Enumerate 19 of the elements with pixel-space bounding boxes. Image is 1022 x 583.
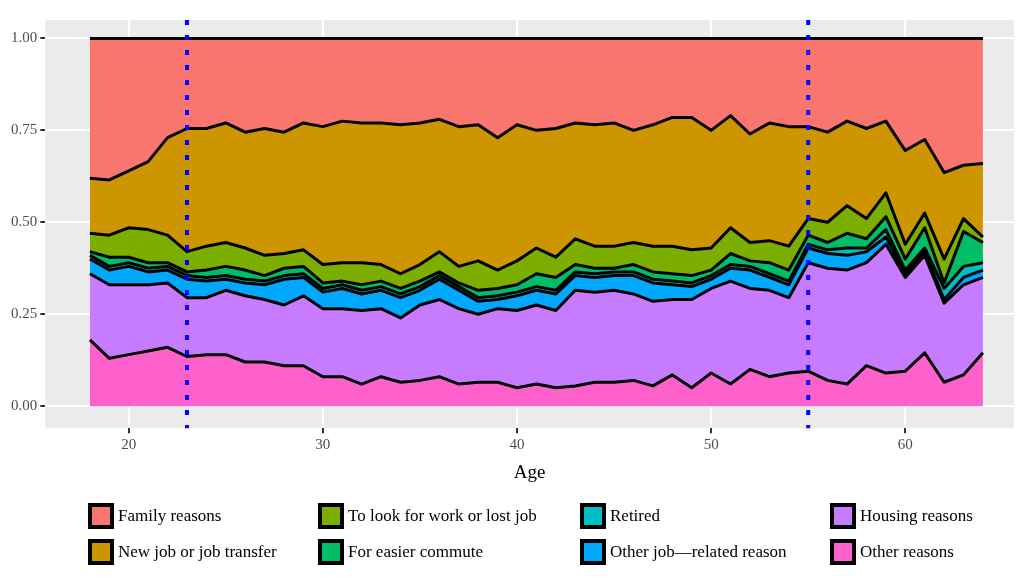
legend-label: Family reasons (118, 506, 222, 526)
legend-label: Other reasons (860, 542, 954, 562)
y-tick-label: 0.00 (11, 397, 38, 414)
x-tick-label: 50 (703, 436, 719, 453)
y-tick-label: 1.00 (11, 29, 38, 46)
x-tick-label: 30 (315, 436, 331, 453)
x-tick-label: 20 (121, 436, 137, 453)
x-tick-label: 60 (897, 436, 913, 453)
legend-label: New job or job transfer (118, 542, 277, 562)
legend-label: To look for work or lost job (348, 506, 537, 526)
legend-label: Retired (610, 506, 661, 526)
y-tick-label: 0.75 (11, 121, 38, 138)
y-tick-label: 0.50 (11, 213, 38, 230)
x-tick-label: 40 (509, 436, 525, 453)
x-axis-title: Age (513, 460, 546, 482)
legend-label: For easier commute (348, 542, 484, 562)
y-tick-label: 0.25 (11, 305, 38, 322)
legend-label: Other job—related reason (610, 542, 787, 562)
legend-label: Housing reasons (860, 506, 973, 526)
